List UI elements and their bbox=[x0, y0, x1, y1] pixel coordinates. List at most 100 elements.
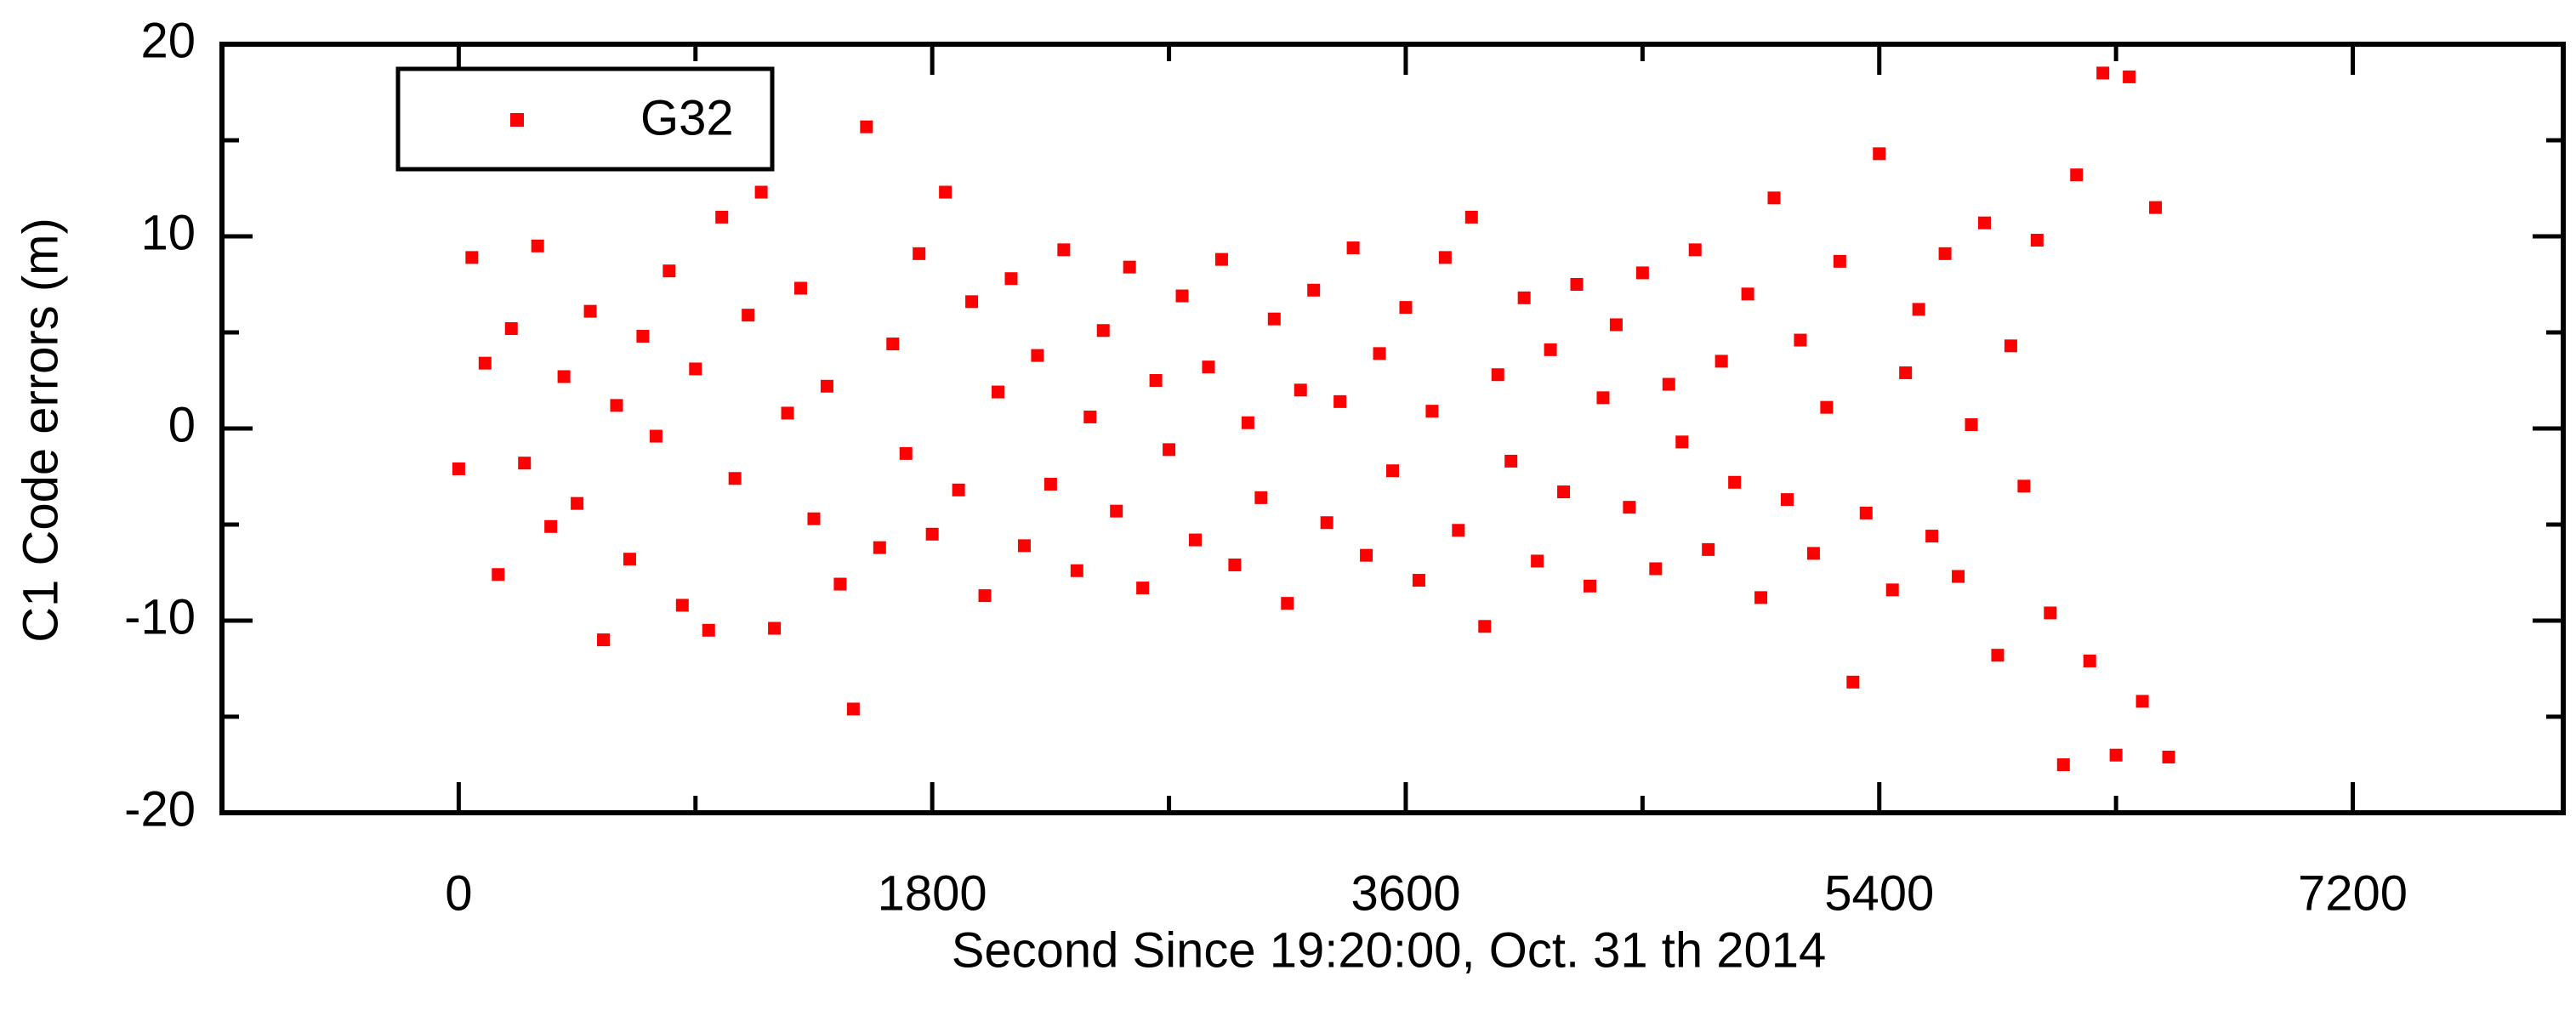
scatter-point bbox=[1635, 266, 1649, 280]
scatter-point bbox=[1267, 312, 1281, 326]
scatter-point bbox=[662, 264, 676, 278]
scatter-point bbox=[1360, 548, 1373, 562]
scatter-point bbox=[939, 185, 952, 199]
y-tick-label: 20 bbox=[140, 13, 196, 68]
scatter-point bbox=[583, 304, 597, 318]
scatter-point bbox=[1517, 291, 1531, 304]
scatter-point bbox=[1017, 539, 1031, 553]
scatter-point bbox=[1846, 675, 1860, 689]
scatter-point bbox=[2070, 168, 2084, 182]
x-tick-label: 3600 bbox=[1351, 865, 1460, 921]
scatter-point bbox=[1189, 533, 1203, 547]
scatter-point bbox=[1346, 241, 1360, 255]
scatter-point bbox=[1688, 243, 1702, 257]
scatter-point bbox=[1675, 435, 1689, 449]
scatter-point bbox=[1504, 454, 1518, 468]
scatter-point bbox=[1965, 417, 1978, 431]
scatter-point bbox=[2044, 606, 2057, 620]
scatter-point bbox=[2083, 654, 2096, 667]
scatter-point bbox=[1899, 366, 1913, 379]
scatter-point bbox=[992, 385, 1005, 399]
scatter-point bbox=[2123, 70, 2136, 83]
scatter-point bbox=[1412, 574, 1425, 587]
scatter-point bbox=[2017, 479, 2031, 493]
y-tick-label: 0 bbox=[168, 397, 196, 452]
scatter-point bbox=[913, 247, 926, 260]
x-tick-label: 7200 bbox=[2298, 865, 2408, 921]
scatter-point bbox=[1464, 210, 1478, 224]
scatter-point bbox=[504, 321, 518, 335]
scatter-point bbox=[754, 185, 768, 199]
scatter-point bbox=[1649, 562, 1663, 576]
scatter-point bbox=[1163, 443, 1176, 457]
scatter-point bbox=[2056, 758, 2070, 771]
scatter-point bbox=[1662, 377, 1675, 391]
scatter-point bbox=[1609, 318, 1623, 332]
scatter-point bbox=[1570, 278, 1584, 291]
scatter-point bbox=[1373, 347, 1386, 360]
scatter-point bbox=[1714, 355, 1728, 368]
scatter-point bbox=[1806, 547, 1820, 560]
scatter-point bbox=[1833, 254, 1846, 268]
scatter-point bbox=[807, 512, 821, 525]
scatter-point bbox=[1123, 260, 1136, 274]
scatter-point bbox=[452, 462, 465, 475]
scatter-point bbox=[2030, 234, 2044, 247]
scatter-point bbox=[965, 295, 979, 309]
scatter-point bbox=[715, 210, 729, 224]
scatter-point bbox=[1754, 591, 1768, 604]
scatter-point bbox=[1031, 349, 1044, 362]
scatter-point bbox=[544, 519, 558, 533]
scatter-point bbox=[1952, 570, 1965, 583]
scatter-point bbox=[1386, 464, 1399, 478]
scatter-point bbox=[465, 251, 479, 264]
scatter-point bbox=[492, 568, 505, 582]
plot-frame bbox=[219, 42, 2566, 815]
scatter-point bbox=[649, 429, 662, 443]
scatter-point bbox=[1938, 247, 1952, 260]
legend-marker bbox=[510, 113, 524, 127]
scatter-point bbox=[1623, 501, 1636, 514]
scatter-point bbox=[1728, 475, 1742, 489]
scatter-point bbox=[1307, 283, 1321, 297]
scatter-point bbox=[794, 281, 808, 295]
scatter-point bbox=[478, 356, 492, 370]
scatter-point bbox=[1320, 516, 1333, 530]
x-tick-label: 0 bbox=[445, 865, 472, 921]
scatter-point bbox=[1333, 394, 1347, 408]
scatter-point bbox=[925, 527, 939, 541]
scatter-point bbox=[623, 553, 636, 566]
scatter-point bbox=[1083, 410, 1097, 423]
scatter-point bbox=[2109, 748, 2123, 762]
y-axis-label: C1 Code errors (m) bbox=[13, 218, 68, 643]
scatter-point bbox=[1583, 579, 1596, 593]
scatter-point bbox=[886, 338, 900, 351]
scatter-point bbox=[1043, 478, 1057, 491]
y-tick-label: -20 bbox=[124, 781, 196, 837]
scatter-point bbox=[1241, 416, 1254, 429]
scatter-point bbox=[742, 309, 755, 322]
scatter-point bbox=[952, 483, 965, 496]
scatter-point bbox=[1873, 147, 1886, 161]
scatter-point bbox=[1491, 368, 1504, 382]
scatter-point bbox=[1202, 360, 1215, 374]
scatter-point bbox=[860, 120, 873, 133]
scatter-point bbox=[610, 399, 623, 412]
y-tick-label: -10 bbox=[124, 589, 196, 644]
scatter-point bbox=[1596, 391, 1610, 405]
scatter-point bbox=[2096, 66, 2110, 80]
scatter-point bbox=[1399, 301, 1413, 315]
scatter-point bbox=[833, 577, 847, 591]
scatter-point bbox=[1531, 554, 1544, 568]
scatter-point bbox=[728, 472, 742, 485]
scatter-point bbox=[2135, 695, 2149, 708]
scatter-point bbox=[1544, 343, 1557, 356]
scatter-point bbox=[675, 599, 689, 612]
scatter-point bbox=[1096, 324, 1110, 338]
scatter-point bbox=[1438, 251, 1452, 264]
scatter-point bbox=[1175, 289, 1189, 303]
scatter-point bbox=[1149, 374, 1163, 387]
scatter-point bbox=[2004, 339, 2017, 353]
scatter-point bbox=[1110, 504, 1123, 518]
